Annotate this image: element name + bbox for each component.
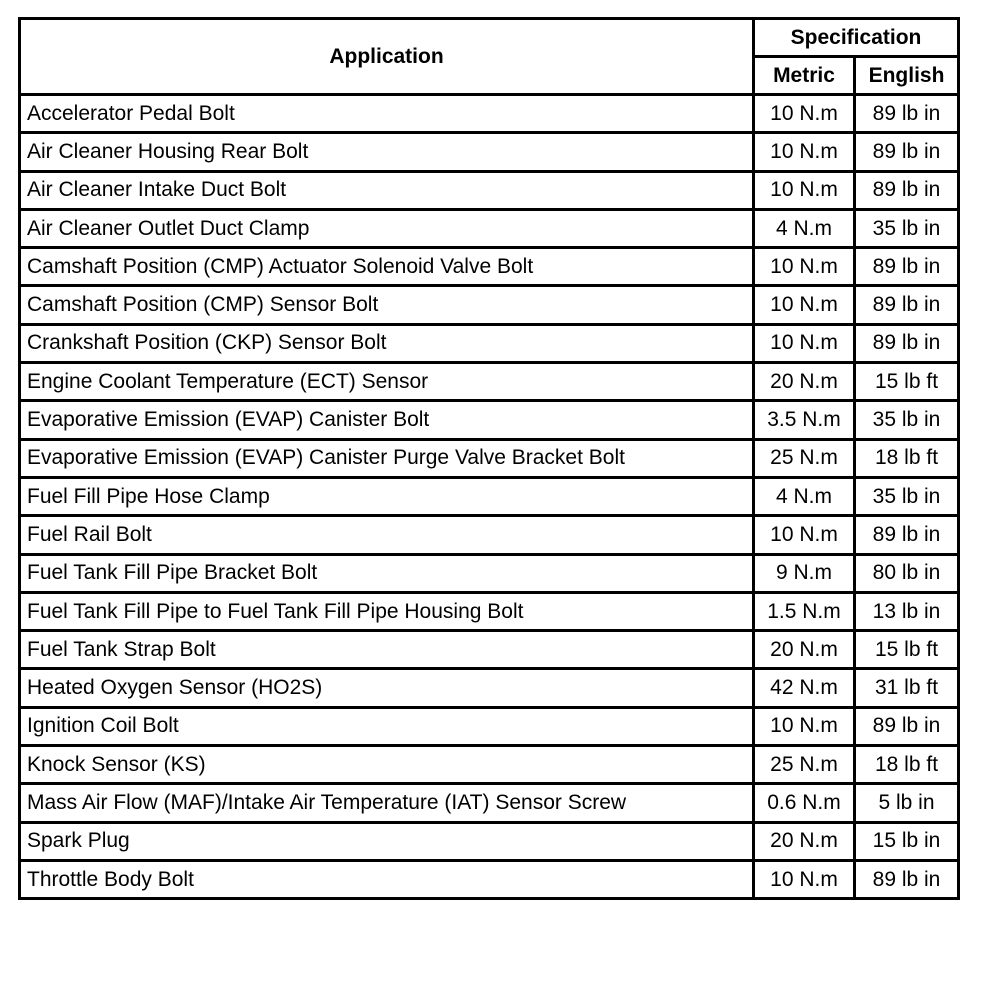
metric-cell: 10 N.m	[752, 858, 856, 901]
english-cell: 15 lb ft	[852, 361, 961, 403]
application-cell: Fuel Tank Strap Bolt	[18, 629, 755, 671]
application-cell: Fuel Tank Fill Pipe Bracket Bolt	[18, 552, 755, 594]
header-specification: Specification	[751, 17, 961, 58]
metric-cell: 20 N.m	[752, 820, 856, 862]
english-cell: 35 lb in	[852, 207, 961, 250]
metric-cell: 9 N.m	[752, 552, 856, 594]
english-cell: 18 lb ft	[852, 437, 961, 479]
application-cell: Evaporative Emission (EVAP) Canister Pur…	[18, 437, 755, 479]
metric-cell: 20 N.m	[752, 361, 856, 403]
table-row: Camshaft Position (CMP) Sensor Bolt 10 N.…	[18, 284, 961, 326]
application-cell: Air Cleaner Intake Duct Bolt	[18, 169, 755, 211]
application-cell: Air Cleaner Housing Rear Bolt	[18, 131, 755, 173]
metric-cell: 42 N.m	[752, 667, 856, 709]
table-row: Throttle Body Bolt 10 N.m 89 lb in	[18, 858, 961, 901]
metric-cell: 3.5 N.m	[752, 399, 856, 441]
metric-cell: 10 N.m	[752, 284, 856, 326]
english-cell: 89 lb in	[852, 92, 961, 135]
metric-cell: 25 N.m	[752, 744, 856, 786]
english-cell: 15 lb ft	[852, 629, 961, 671]
metric-cell: 20 N.m	[752, 629, 856, 671]
metric-cell: 25 N.m	[752, 437, 856, 479]
application-cell: Mass Air Flow (MAF)/Intake Air Temperatu…	[18, 782, 755, 824]
table-row: Mass Air Flow (MAF)/Intake Air Temperatu…	[18, 782, 961, 824]
english-cell: 31 lb ft	[852, 667, 961, 709]
metric-cell: 1.5 N.m	[752, 590, 856, 633]
metric-cell: 10 N.m	[752, 514, 856, 556]
application-cell: Evaporative Emission (EVAP) Canister Bol…	[18, 399, 755, 441]
english-cell: 13 lb in	[852, 590, 961, 633]
table-row: Air Cleaner Intake Duct Bolt 10 N.m 89 lb …	[18, 169, 961, 211]
header-metric: Metric	[752, 55, 856, 96]
application-cell: Fuel Tank Fill Pipe to Fuel Tank Fill Pi…	[18, 590, 755, 633]
application-cell: Camshaft Position (CMP) Actuator Solenoi…	[18, 246, 755, 288]
application-cell: Throttle Body Bolt	[18, 858, 755, 901]
metric-cell: 10 N.m	[752, 131, 856, 173]
table-row: Fuel Tank Fill Pipe Bracket Bolt 9 N.m 80 …	[18, 552, 961, 594]
table-row: Evaporative Emission (EVAP) Canister Pur…	[18, 437, 961, 479]
table-row: Camshaft Position (CMP) Actuator Solenoi…	[18, 246, 961, 288]
application-cell: Crankshaft Position (CKP) Sensor Bolt	[18, 322, 755, 365]
english-cell: 35 lb in	[852, 399, 961, 441]
application-cell: Camshaft Position (CMP) Sensor Bolt	[18, 284, 755, 326]
english-cell: 89 lb in	[852, 705, 961, 748]
english-cell: 5 lb in	[852, 782, 961, 824]
table-row: Ignition Coil Bolt 10 N.m 89 lb in	[18, 705, 961, 748]
metric-cell: 10 N.m	[752, 246, 856, 288]
english-cell: 35 lb in	[852, 475, 961, 518]
table-row: Accelerator Pedal Bolt 10 N.m 89 lb in	[18, 92, 961, 135]
application-cell: Spark Plug	[18, 820, 755, 862]
torque-spec-table: Application Specification Metric English…	[18, 17, 961, 901]
application-cell: Knock Sensor (KS)	[18, 744, 755, 786]
header-application: Application	[18, 17, 755, 96]
table-row: Crankshaft Position (CKP) Sensor Bolt 10 …	[18, 322, 961, 365]
english-cell: 80 lb in	[852, 552, 961, 594]
table-row: Air Cleaner Outlet Duct Clamp 4 N.m 35 lb …	[18, 207, 961, 250]
application-cell: Fuel Fill Pipe Hose Clamp	[18, 475, 755, 518]
english-cell: 18 lb ft	[852, 744, 961, 786]
english-cell: 89 lb in	[852, 131, 961, 173]
application-cell: Engine Coolant Temperature (ECT) Sensor	[18, 361, 755, 403]
table-row: Fuel Fill Pipe Hose Clamp 4 N.m 35 lb in	[18, 475, 961, 518]
table-row: Evaporative Emission (EVAP) Canister Bol…	[18, 399, 961, 441]
application-cell: Air Cleaner Outlet Duct Clamp	[18, 207, 755, 250]
table-row: Engine Coolant Temperature (ECT) Sensor 2…	[18, 361, 961, 403]
english-cell: 15 lb in	[852, 820, 961, 862]
table-row: Spark Plug 20 N.m 15 lb in	[18, 820, 961, 862]
application-cell: Fuel Rail Bolt	[18, 514, 755, 556]
application-cell: Accelerator Pedal Bolt	[18, 92, 755, 135]
english-cell: 89 lb in	[852, 169, 961, 211]
metric-cell: 4 N.m	[752, 207, 856, 250]
english-cell: 89 lb in	[852, 322, 961, 365]
metric-cell: 10 N.m	[752, 169, 856, 211]
application-cell: Heated Oxygen Sensor (HO2S)	[18, 667, 755, 709]
table-row: Fuel Rail Bolt 10 N.m 89 lb in	[18, 514, 961, 556]
header-english: English	[852, 55, 961, 96]
metric-cell: 10 N.m	[752, 705, 856, 748]
english-cell: 89 lb in	[852, 858, 961, 901]
table-row: Knock Sensor (KS) 25 N.m 18 lb ft	[18, 744, 961, 786]
english-cell: 89 lb in	[852, 246, 961, 288]
english-cell: 89 lb in	[852, 514, 961, 556]
metric-cell: 10 N.m	[752, 92, 856, 135]
metric-cell: 0.6 N.m	[752, 782, 856, 824]
table-row: Heated Oxygen Sensor (HO2S) 42 N.m 31 lb f…	[18, 667, 961, 709]
metric-cell: 10 N.m	[752, 322, 856, 365]
english-cell: 89 lb in	[852, 284, 961, 326]
table-row: Fuel Tank Strap Bolt 20 N.m 15 lb ft	[18, 629, 961, 671]
application-cell: Ignition Coil Bolt	[18, 705, 755, 748]
table-row: Air Cleaner Housing Rear Bolt 10 N.m 89 lb…	[18, 131, 961, 173]
metric-cell: 4 N.m	[752, 475, 856, 518]
table-row: Fuel Tank Fill Pipe to Fuel Tank Fill Pi…	[18, 590, 961, 633]
